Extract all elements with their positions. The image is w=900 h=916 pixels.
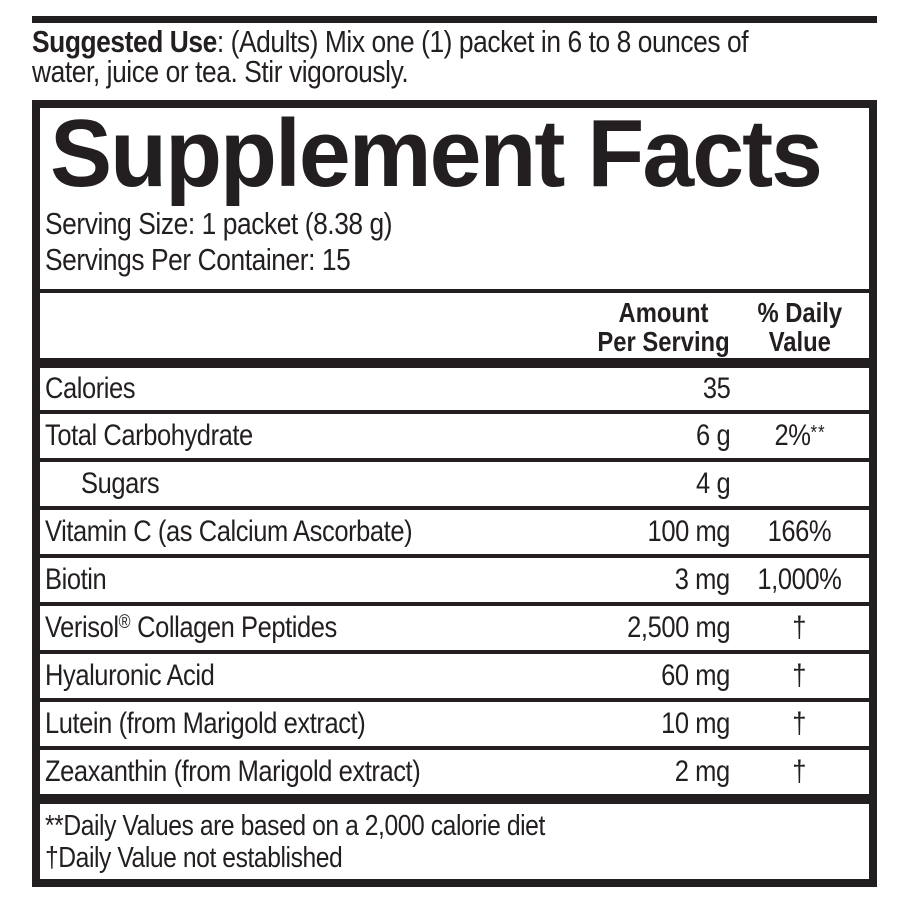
amount-value: 2,500 mg [627,611,730,644]
table-row-sugars: Sugars 4 g [40,458,869,506]
suggested-use-line1: Suggested Use: (Adults) Mix one (1) pack… [32,24,877,59]
daily-value-dagger: † [792,755,807,788]
amount-value: 3 mg [675,563,730,596]
suggested-use-line2: water, juice or tea. Stir vigorously. [32,54,409,89]
table-row-zeaxanthin: Zeaxanthin (from Marigold extract) 2 mg … [40,746,869,794]
serving-size: Serving Size: 1 packet (8.38 g) [45,206,393,241]
nutrient-name: Hyaluronic Acid [45,659,215,692]
amount-per-serving-header: Amount Per Serving [597,297,730,357]
table-row-total-carbohydrate: Total Carbohydrate 6 g 2%** [40,410,869,458]
table-row-biotin: Biotin 3 mg 1,000% [40,554,869,602]
table-row-collagen-peptides: Verisol® Collagen Peptides 2,500 mg † [40,602,869,650]
supplement-facts-panel: Supplement Facts Serving Size: 1 packet … [32,100,877,887]
nutrient-name: Vitamin C (as Calcium Ascorbate) [45,515,413,548]
amount-value: 35 [702,372,730,405]
amount-value: 4 g [695,467,731,500]
table-row-hyaluronic-acid: Hyaluronic Acid 60 mg † [40,650,869,698]
nutrient-name: Verisol [45,611,119,644]
panel-title: Supplement Facts [50,100,823,207]
table-header: Amount Per Serving % Daily Value [40,289,869,368]
nutrient-name: Zeaxanthin (from Marigold extract) [45,755,421,788]
nutrient-name: Calories [45,372,136,405]
amount-value: 2 mg [675,755,730,788]
top-rule [32,16,877,23]
registered-trademark-mark: ® [118,612,131,633]
table-row-lutein: Lutein (from Marigold extract) 10 mg † [40,698,869,746]
nutrient-name: Sugars [81,467,160,500]
suggested-use-text: : (Adults) Mix one (1) packet in 6 to 8 … [216,24,749,59]
amount-value: 100 mg [647,515,730,548]
amount-value: 60 mg [661,659,730,692]
daily-value-dagger: † [792,659,807,692]
footnote-dagger: †Daily Value not established [45,842,343,874]
serving-info: Serving Size: 1 packet (8.38 g) Servings… [45,206,869,278]
percent-daily-value-header: % Daily Value [757,297,842,357]
amount-value: 10 mg [661,707,730,740]
nutrient-name: Total Carbohydrate [45,419,253,452]
nutrient-name-rest: Collagen Peptides [130,611,337,644]
table-row-vitamin-c: Vitamin C (as Calcium Ascorbate) 100 mg … [40,506,869,554]
suggested-use-section: Suggested Use: (Adults) Mix one (1) pack… [32,24,877,89]
footnotes-section: **Daily Values are based on a 2,000 calo… [40,794,869,879]
daily-value-dagger: † [792,707,807,740]
suggested-use-label: Suggested Use [32,24,217,59]
daily-value-dagger: † [792,611,807,644]
nutrient-name: Lutein (from Marigold extract) [45,707,366,740]
servings-per-container: Servings Per Container: 15 [45,242,351,277]
footnote-daily-values: **Daily Values are based on a 2,000 calo… [45,810,545,842]
daily-value: 166% [767,515,832,548]
daily-value: 1,000% [757,563,842,596]
nutrient-name: Biotin [45,563,107,596]
supplement-label: Suggested Use: (Adults) Mix one (1) pack… [32,16,877,887]
daily-value-sup: ** [810,422,825,444]
daily-value: 2% [774,419,811,452]
table-row-calories: Calories 35 [40,368,869,410]
amount-value: 6 g [695,419,731,452]
